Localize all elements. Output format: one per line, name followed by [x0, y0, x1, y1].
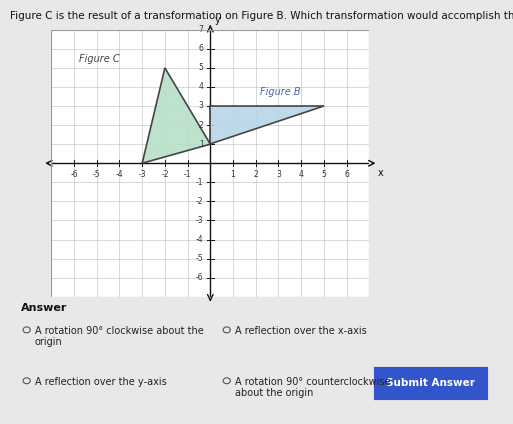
- Text: 4: 4: [199, 82, 204, 92]
- Text: A rotation 90° counterclockwise
about the origin: A rotation 90° counterclockwise about th…: [235, 377, 390, 398]
- Text: Figure C: Figure C: [78, 54, 119, 64]
- Text: 1: 1: [231, 170, 235, 179]
- Text: 6: 6: [344, 170, 349, 179]
- Text: -4: -4: [115, 170, 123, 179]
- Text: -1: -1: [184, 170, 191, 179]
- Text: -2: -2: [196, 197, 204, 206]
- Text: y: y: [214, 15, 220, 25]
- Text: -1: -1: [196, 178, 204, 187]
- Text: 4: 4: [299, 170, 304, 179]
- Text: 3: 3: [199, 101, 204, 111]
- Text: Answer: Answer: [21, 303, 67, 313]
- Text: A reflection over the x‑axis: A reflection over the x‑axis: [235, 326, 367, 336]
- Text: A reflection over the y‑axis: A reflection over the y‑axis: [35, 377, 167, 387]
- Text: 3: 3: [276, 170, 281, 179]
- Text: 6: 6: [199, 44, 204, 53]
- Text: A rotation 90° clockwise about the
origin: A rotation 90° clockwise about the origi…: [35, 326, 204, 347]
- Text: 5: 5: [322, 170, 326, 179]
- Text: 2: 2: [253, 170, 258, 179]
- Text: Figure B: Figure B: [260, 86, 301, 97]
- Text: -6: -6: [70, 170, 78, 179]
- Text: 7: 7: [199, 25, 204, 34]
- Text: -2: -2: [161, 170, 169, 179]
- Text: Figure C is the result of a transformation on Figure B. Which transformation wou: Figure C is the result of a transformati…: [10, 11, 513, 21]
- Text: -4: -4: [196, 235, 204, 244]
- Text: x: x: [378, 168, 384, 178]
- Text: -5: -5: [93, 170, 101, 179]
- Text: -5: -5: [196, 254, 204, 263]
- Text: -3: -3: [139, 170, 146, 179]
- Polygon shape: [142, 68, 210, 163]
- Text: 5: 5: [199, 63, 204, 73]
- Polygon shape: [210, 106, 324, 144]
- Text: Submit Answer: Submit Answer: [386, 378, 476, 388]
- Text: -3: -3: [196, 216, 204, 225]
- Text: 1: 1: [199, 139, 204, 149]
- Text: -6: -6: [196, 273, 204, 282]
- Text: 2: 2: [199, 120, 204, 130]
